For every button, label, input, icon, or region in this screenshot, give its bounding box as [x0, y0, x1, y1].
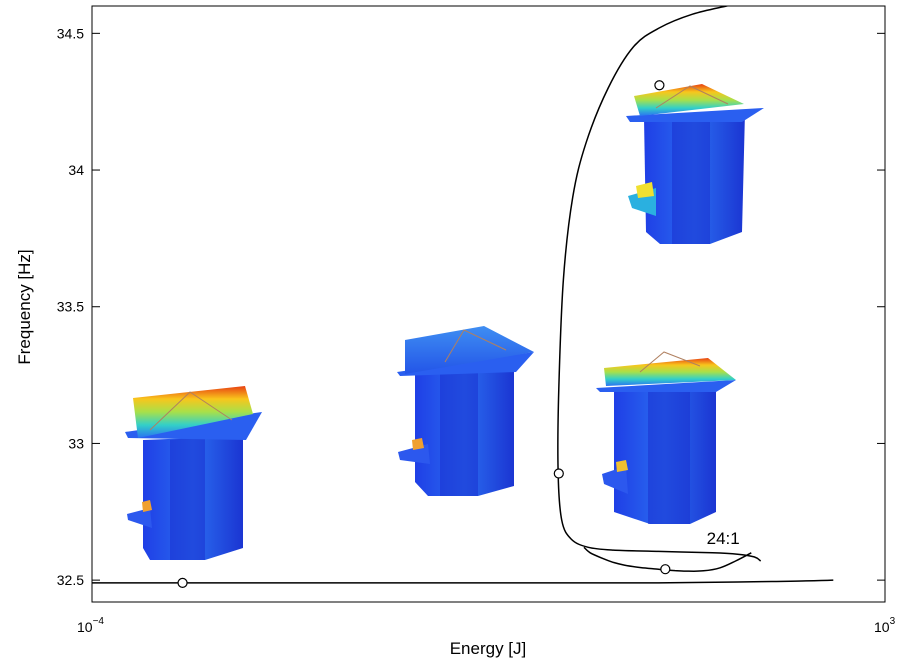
y-axis-label: Frequency [Hz] [15, 249, 34, 364]
y-tick-label-34.5: 34.5 [57, 25, 84, 41]
marker-point-0 [177, 577, 188, 588]
curve-series-0 [92, 579, 834, 584]
curve-series-2 [557, 6, 762, 562]
y-tick-label-33.5: 33.5 [57, 299, 84, 315]
y-tick-label-34: 34 [68, 162, 84, 178]
svg-text:10−4: 10−4 [77, 616, 104, 635]
marker-point-1 [553, 468, 564, 479]
marker-point-3 [654, 80, 665, 91]
ratio-annotation: 24:1 [707, 529, 740, 548]
mode-shape-illustration-3 [596, 351, 736, 524]
y-tick-label-33: 33 [68, 435, 84, 451]
mode-shape-illustration-4 [626, 84, 764, 244]
markers [177, 80, 671, 588]
x-tick-label-1: 103 [874, 616, 896, 635]
axis-ticks [92, 32, 885, 581]
svg-text:103: 103 [874, 616, 896, 635]
marker-point-2 [660, 564, 671, 575]
y-tick-label-32.5: 32.5 [57, 572, 84, 588]
x-axis-label: Energy [J] [450, 639, 527, 658]
plot-frame [91, 5, 886, 603]
x-tick-label-0: 10−4 [77, 616, 104, 635]
mode-shape-illustration-1 [125, 386, 262, 560]
mode-shape-illustration-2 [397, 326, 534, 496]
